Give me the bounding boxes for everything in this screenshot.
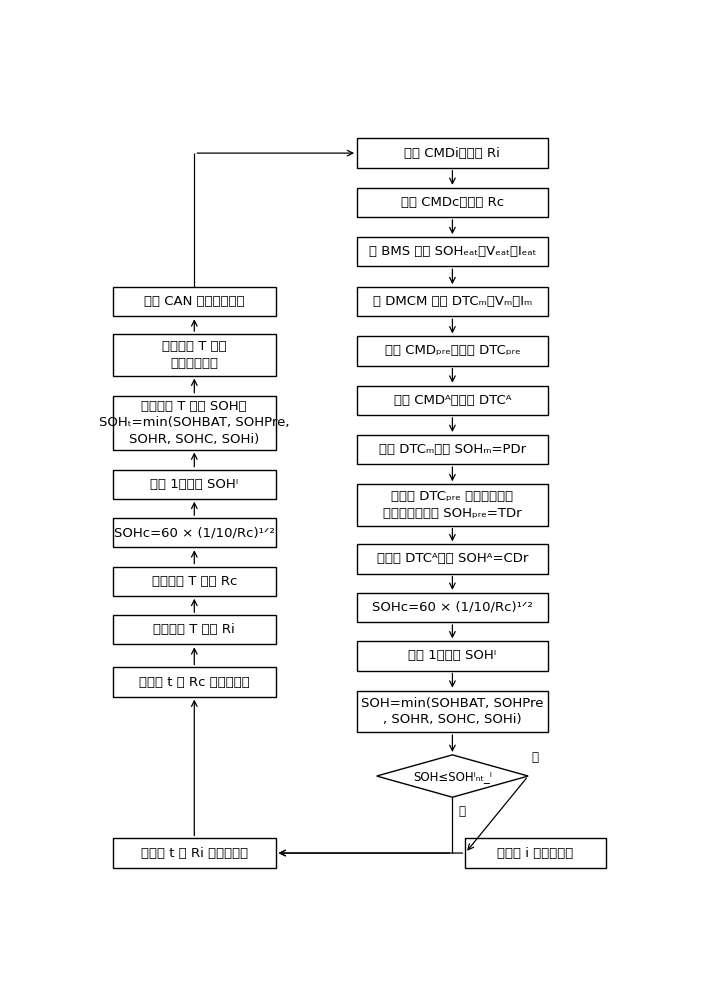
Bar [113,567,276,596]
Text: 否: 否 [458,805,465,818]
Text: 求时间 t 与 Ri 的拟合曲线: 求时间 t 与 Ri 的拟合曲线 [140,847,248,860]
Text: SOH≤SOHᴵₙₜ_ᴵ: SOH≤SOHᴵₙₜ_ᴵ [413,770,492,783]
Text: SOHᴄ=60 × (1/10/Rc)¹ᐟ²: SOHᴄ=60 × (1/10/Rc)¹ᐟ² [114,526,274,539]
Bar [357,484,548,526]
Text: 计算时间 T 后的 Ri: 计算时间 T 后的 Ri [153,623,235,636]
Text: SOH=min(SOHBAT, SOHPre
, SOHR, SOHC, SOHi): SOH=min(SOHBAT, SOHPre , SOHR, SOHC, SOH… [361,697,544,726]
Text: 计算时间 T 后的 SOH：
SOHₜ=min(SOHBAT, SOHPre,
SOHR, SOHC, SOHi): 计算时间 T 后的 SOH： SOHₜ=min(SOHBAT, SOHPre, … [99,400,290,446]
Text: 是: 是 [531,751,538,764]
Text: 计算时间 T 后的 Rc: 计算时间 T 后的 Rc [151,575,237,588]
Bar [357,435,548,464]
Text: 如果为 DTCᴬ，则 SOHᴬ=CDr: 如果为 DTCᴬ，则 SOHᴬ=CDr [376,552,528,565]
Bar [113,667,276,697]
Bar [357,691,548,732]
Bar [357,287,548,316]
Text: 通过 CAN 通讯发送结果: 通过 CAN 通讯发送结果 [144,295,245,308]
Text: 发出 CMDi，获得 Ri: 发出 CMDi，获得 Ri [405,147,500,160]
Bar [357,641,548,671]
Text: 从 BMS 获得 SOHₑₐₜ、Vₑₐₜ、Iₑₐₜ: 从 BMS 获得 SOHₑₐₜ、Vₑₐₜ、Iₑₐₜ [369,245,536,258]
Text: 判断时间 T 后的
健康故障等级: 判断时间 T 后的 健康故障等级 [162,340,227,370]
Bar [357,138,548,168]
Text: 从 DMCM 获得 DTCₘ、Vₘ、Iₘ: 从 DMCM 获得 DTCₘ、Vₘ、Iₘ [373,295,532,308]
Bar [357,386,548,415]
Bar [113,518,276,547]
Text: 查表 1，计算 SOHᴵ: 查表 1，计算 SOHᴵ [408,649,497,662]
Bar [113,615,276,644]
Bar [357,544,548,574]
Bar [357,188,548,217]
Bar [357,593,548,622]
Bar [113,470,276,499]
Bar [466,838,605,868]
Text: 发出 CMDₚᵣₑ，获得 DTCₚᵣₑ: 发出 CMDₚᵣₑ，获得 DTCₚᵣₑ [384,344,521,358]
Bar [113,287,276,316]
Text: 求时间 t 与 Rc 的拟合曲线: 求时间 t 与 Rc 的拟合曲线 [139,676,250,689]
Text: 发出 CMDc，获得 Rc: 发出 CMDc，获得 Rc [401,196,504,209]
Bar [357,336,548,366]
Bar [113,334,276,376]
Text: 发出 CMDᴬ，获得 DTCᴬ: 发出 CMDᴬ，获得 DTCᴬ [394,394,511,407]
Bar [113,838,276,868]
Text: SOHᴄ=60 × (1/10/Rc)¹ᐟ²: SOHᴄ=60 × (1/10/Rc)¹ᐟ² [372,601,533,614]
Text: 如果 DTCₘ，则 SOHₘ=PDr: 如果 DTCₘ，则 SOHₘ=PDr [379,443,526,456]
Polygon shape [376,755,529,797]
Bar [357,237,548,266]
Text: 查表 1，计算 SOHᴵ: 查表 1，计算 SOHᴵ [150,478,238,491]
Text: 发生了 i 级健康故障: 发生了 i 级健康故障 [497,847,573,860]
Bar [113,396,276,450]
Text: 如果为 DTCₚᵣₑ 且高压电路继
电器未闭合，则 SOHₚᵣₑ=TDr: 如果为 DTCₚᵣₑ 且高压电路继 电器未闭合，则 SOHₚᵣₑ=TDr [383,490,522,520]
